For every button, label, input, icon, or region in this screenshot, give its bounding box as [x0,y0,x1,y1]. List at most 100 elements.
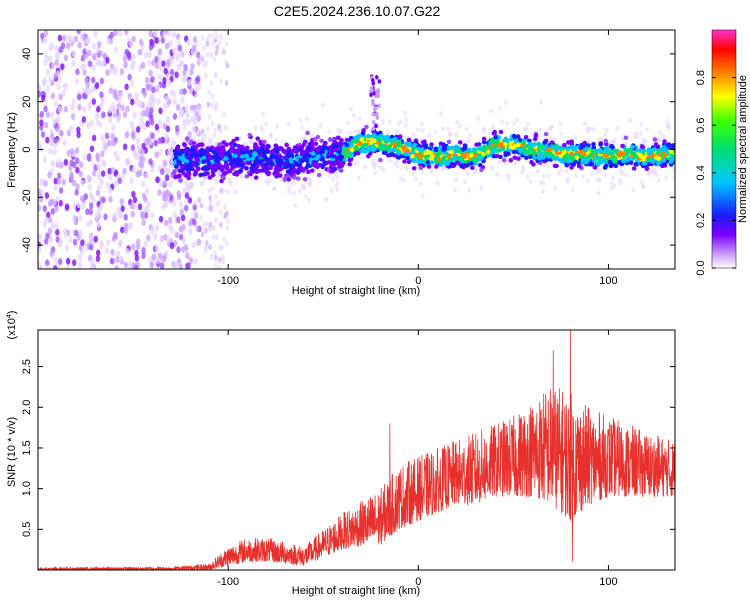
spectrogram-cell [417,137,422,143]
spectrogram-cell [71,98,76,105]
spectrogram-cell [537,156,542,161]
spectrogram-cell [40,32,45,40]
spectrogram-cell [153,30,158,38]
spectrogram-cell [508,139,514,145]
spectrogram-cell [285,158,290,163]
spectrogram-cell [107,106,113,114]
spectrogram-cell [56,115,61,123]
spectrogram-cell [94,82,100,89]
spectrogram-cell [172,211,177,219]
spectrogram-cell [207,156,212,161]
spectrogram-cell [250,139,255,145]
spectrogram-cell [617,153,622,158]
spectrogram-cell [481,140,487,145]
spectrogram-cell [113,150,118,158]
spectrogram-cell [117,177,123,185]
spectrogram-cell [598,177,602,183]
spectrogram-ytick-label: 0 [21,146,33,152]
spectrogram-cell [211,40,215,47]
spectrogram-cell [286,122,291,128]
spectrogram-cell [57,75,62,83]
spectrogram-cell [410,154,415,159]
spectrogram-cell [618,180,623,186]
spectrogram-cell [284,142,290,148]
spectrogram-cell [215,234,219,240]
spectrogram-cell [260,146,265,152]
spectrogram-cell [88,233,94,240]
spectrogram-cell [197,59,201,66]
spectrogram-cell [168,180,173,188]
spectrogram-cell [173,164,179,169]
spectrogram-cell [666,119,670,124]
spectrogram-cell [661,133,666,139]
spectrogram-cell [395,163,400,169]
spectrogram-cell [196,129,201,135]
spectrogram-cell [304,152,310,158]
spectrogram-cell [43,59,48,66]
spectrogram-cell [460,147,466,152]
spectrogram-cell [148,256,153,263]
spectrogram-cell [354,145,359,150]
spectrogram-cell [116,102,122,110]
spectrogram-cell [233,171,238,176]
spectrogram-cell [387,144,393,149]
spectrogram-cell [96,220,101,228]
spectrogram-cell [381,150,387,155]
spectrogram-ytick-label: 40 [21,48,33,60]
spectrogram-cell [671,175,675,181]
spectrogram-cell [558,120,563,126]
spectrogram-cell [523,149,528,154]
spectrogram-cell [146,200,151,208]
spectrogram-cell [455,120,459,125]
spectrogram-cell [195,226,200,233]
spectrogram-cell [182,187,187,195]
spectrogram-cell [78,215,83,222]
spectrogram-cell [116,116,121,124]
spectrogram-cell [83,193,89,201]
spectrogram-cell [230,147,236,152]
spectrogram-cell [382,146,388,151]
spectrogram-cell [39,195,44,203]
spectrogram-cell [552,163,558,168]
spectrogram-cell [524,155,529,160]
spectrogram-cell [56,158,62,166]
spectrogram-cell [97,184,102,192]
spectrogram-cell [504,138,509,143]
spectrogram-cell [71,50,76,57]
spectrogram-cell [470,165,475,170]
spectrogram-cell [38,145,43,153]
spectrogram-cell [620,143,625,149]
spectrogram-cell [57,105,63,113]
spectrogram-cell [106,139,112,147]
spectrogram-cell [56,83,61,91]
spectrogram-cell [113,30,119,36]
spectrogram-cell [500,119,505,125]
spectrogram-cell [398,176,403,182]
spectrogram-cell [672,149,675,154]
spectrogram-cell [202,177,207,183]
spectrogram-cell [208,221,213,228]
spectrogram-cell [512,120,516,126]
spectrogram-cell [258,139,263,145]
spectrogram-cell [224,240,229,247]
spectrogram-cell [539,151,545,157]
spectrogram-cell [621,151,626,156]
spectrogram-cell [180,158,186,163]
spectrogram-cell [115,256,120,263]
spectrogram-cell [327,172,331,178]
spectrogram-cell [42,36,48,44]
spectrogram-cell [334,147,339,152]
spectrogram-cell [278,173,283,178]
spectrogram-cell [375,111,379,117]
spectrogram-cell [479,167,484,172]
spectrogram-cell [631,166,637,171]
spectrogram-cell [116,206,121,214]
spectrogram-cell [192,172,198,177]
spectrogram-cell [78,170,83,178]
spectrogram-cell [363,142,369,147]
spectrogram-cell [426,164,432,169]
spectrogram-cell [171,90,177,98]
spectrogram-cell [181,237,186,245]
spectrogram-cell [349,106,354,112]
spectrogram-cell [403,116,408,122]
